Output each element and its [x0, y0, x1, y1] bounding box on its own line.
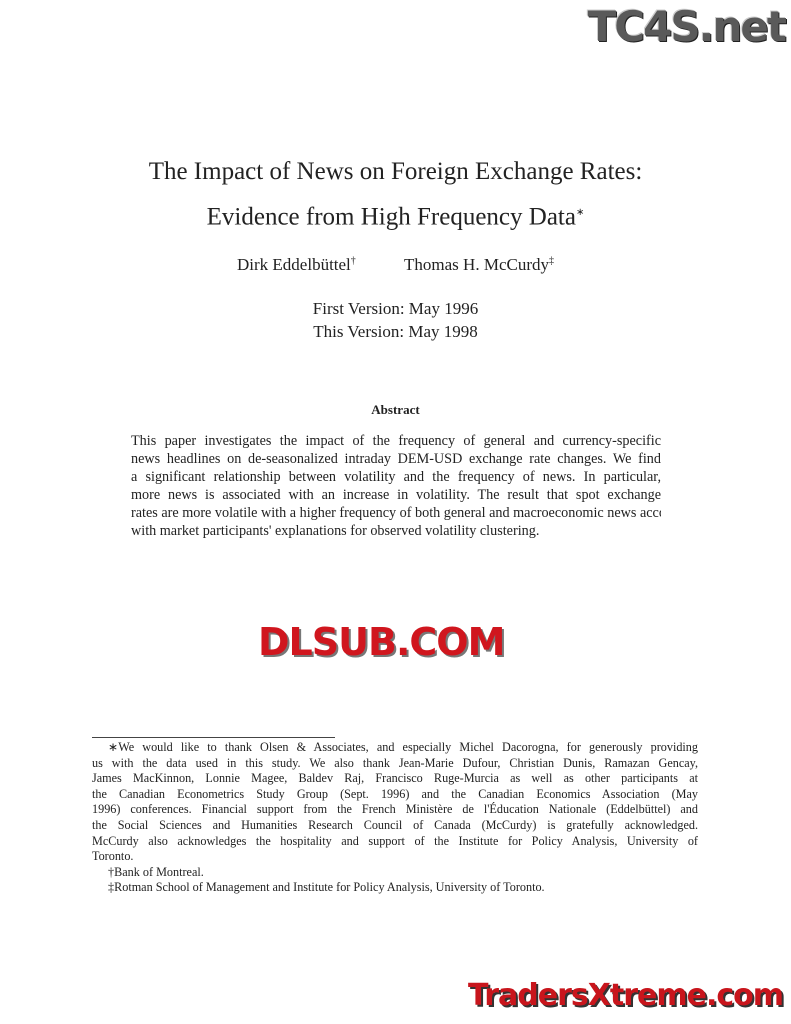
footnote-line: 1996) conferences. Financial support fro…: [92, 802, 698, 817]
author-name: Thomas H. McCurdy: [404, 255, 549, 274]
title-footnote-mark: ∗: [575, 207, 585, 218]
footnote-line: Toronto.: [92, 849, 134, 864]
abstract-line: news headlines on de-seasonalized intrad…: [131, 451, 661, 467]
abstract-line: with market participants' explanations f…: [131, 523, 540, 539]
footnote-rule: [92, 737, 335, 738]
first-version: First Version: May 1996: [312, 299, 479, 318]
abstract-line: more news is associated with an increase…: [131, 487, 661, 503]
footnote-line: the Canadian Econometrics Study Group (S…: [92, 786, 698, 801]
title-line-2: Evidence from High Frequency Data: [206, 203, 576, 231]
footnote-line: McCurdy also acknowledges the hospitalit…: [92, 833, 698, 848]
abstract-line: rates are more volatile with a higher fr…: [131, 505, 661, 521]
author-name: Dirk Eddelbüttel: [237, 255, 351, 274]
footnote-dagger: †Bank of Montreal.: [108, 864, 204, 879]
footnotes: ∗We would like to thank Olsen & Associat…: [92, 740, 698, 896]
author-mark: †: [350, 255, 356, 267]
author-2: Thomas H. McCurdy‡: [404, 255, 554, 275]
watermark-dlsub: DLSUB.COM: [258, 620, 505, 664]
abstract-body: This paper investigates the impact of th…: [131, 432, 661, 540]
this-version: This Version: May 1998: [313, 322, 478, 341]
paper-title: The Impact of News on Foreign Exchange R…: [0, 151, 791, 237]
author-1: Dirk Eddelbüttel†: [237, 255, 356, 275]
watermark-tradersxtreme: TradersXtreme.com: [468, 978, 784, 1013]
footnote-ddagger: ‡Rotman School of Management and Institu…: [108, 880, 545, 895]
footnote-line: James MacKinnon, Lonnie Magee, Baldev Ra…: [92, 771, 698, 786]
abstract-line: a significant relationship between volat…: [131, 469, 661, 485]
footnote-line: ∗We would like to thank Olsen & Associat…: [108, 740, 698, 754]
author-mark: ‡: [549, 255, 554, 267]
footnote-line: the Social Sciences and Humanities Resea…: [92, 817, 698, 832]
footnote-line: us with the data used in this study. We …: [92, 755, 698, 770]
title-line-1: The Impact of News on Foreign Exchange R…: [148, 158, 643, 185]
watermark-tc4s: TC4S.net: [587, 2, 787, 51]
abstract-line: This paper investigates the impact of th…: [131, 433, 661, 449]
abstract-heading: Abstract: [371, 402, 420, 417]
versions: First Version: May 1996 This Version: Ma…: [0, 297, 791, 343]
authors: Dirk Eddelbüttel† Thomas H. McCurdy‡: [0, 255, 791, 275]
